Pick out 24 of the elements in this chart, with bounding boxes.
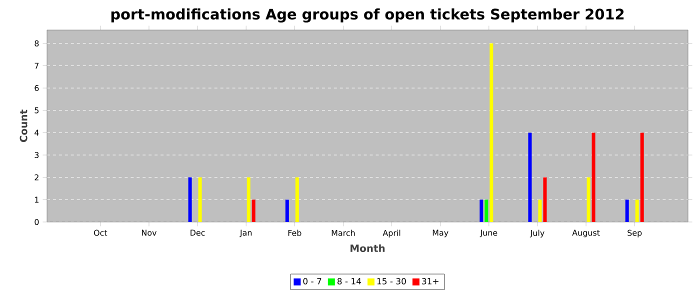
bar — [640, 132, 644, 222]
chart-title: port-modifications Age groups of open tickets September 2012 — [111, 8, 624, 23]
bar — [635, 200, 639, 222]
bar — [528, 132, 532, 222]
y-axis-title: Count — [20, 110, 28, 142]
x-axis-title: Month — [350, 244, 385, 252]
legend-label: 0 - 7 — [303, 278, 322, 284]
bar — [285, 200, 289, 222]
legend-label: 15 - 30 — [377, 278, 406, 284]
bar — [592, 132, 596, 222]
bar — [625, 200, 629, 222]
bar — [246, 177, 250, 222]
bar — [484, 200, 488, 222]
legend-label: 31+ — [422, 278, 438, 284]
bar — [586, 177, 590, 222]
legend-label: 8 - 14 — [337, 278, 362, 284]
bar — [295, 177, 299, 222]
bar — [543, 177, 547, 222]
bar — [538, 200, 542, 222]
bar — [480, 200, 484, 222]
bar — [490, 43, 494, 222]
bar — [188, 177, 192, 222]
bar — [252, 200, 256, 222]
bar — [198, 177, 202, 222]
